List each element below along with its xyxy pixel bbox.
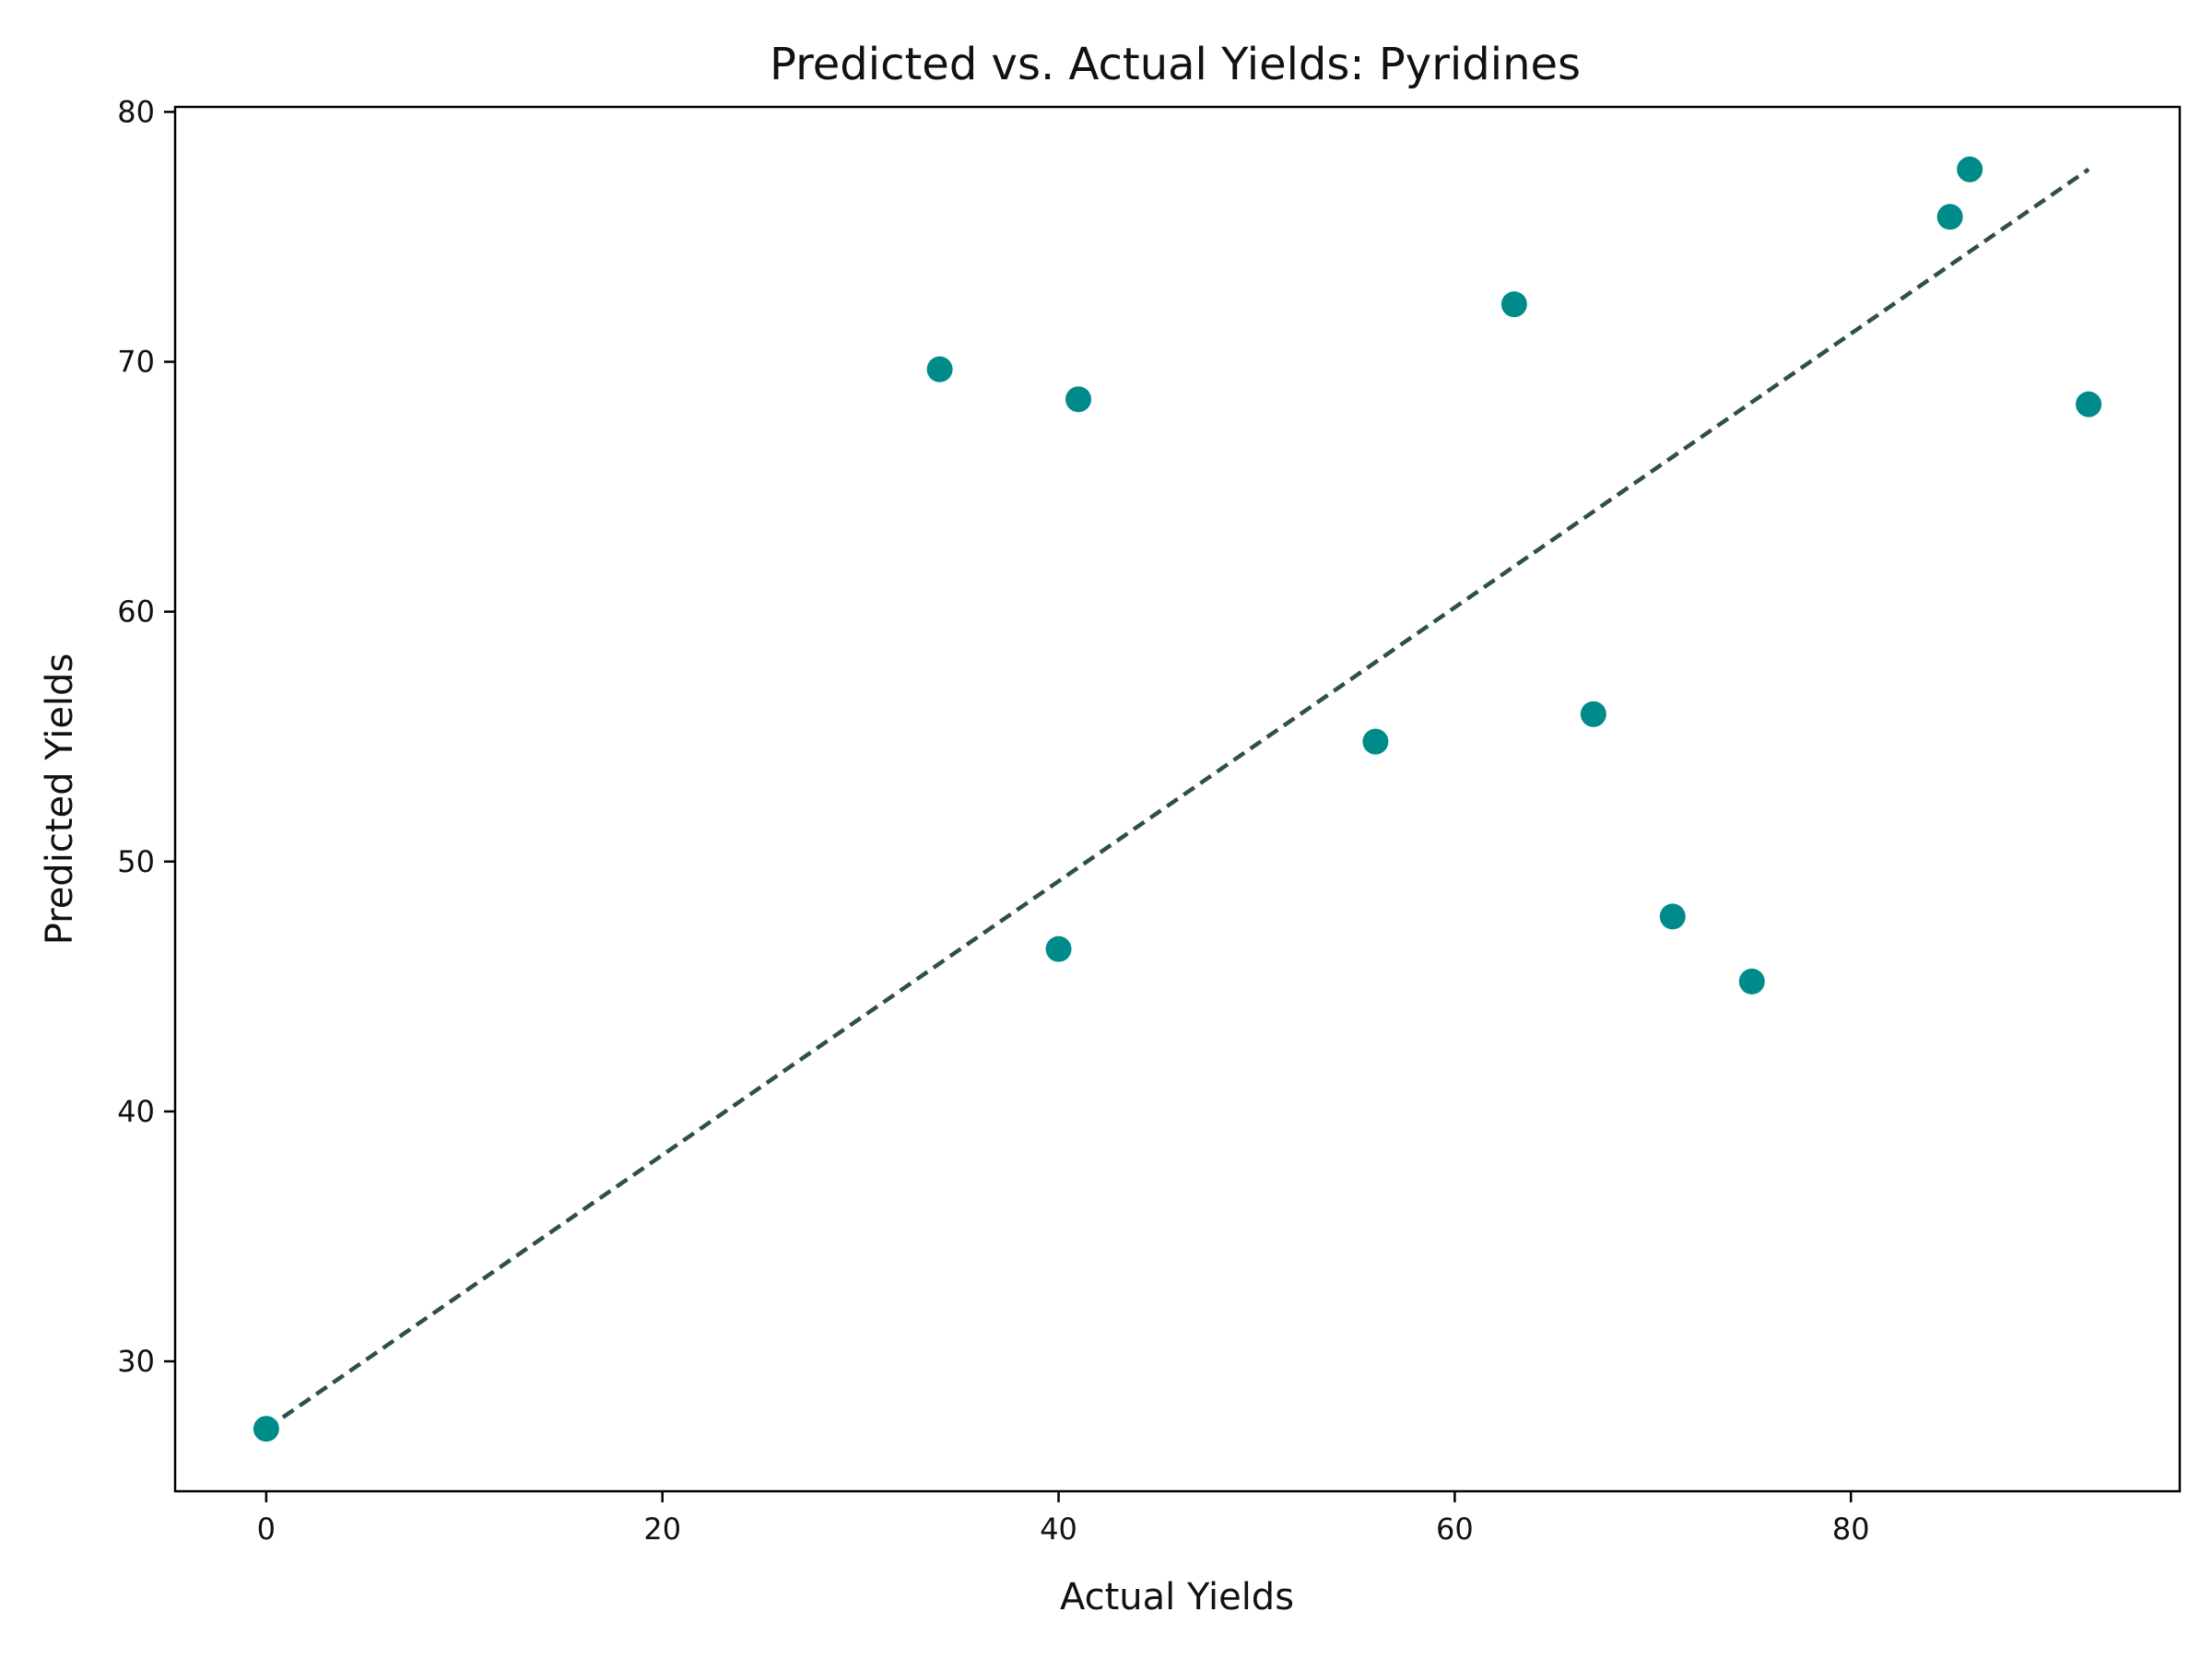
y-tick-label: 80: [117, 94, 155, 129]
y-tick-label: 30: [117, 1344, 155, 1379]
y-tick-label: 60: [117, 594, 155, 629]
scatter-points: [253, 156, 2102, 1442]
scatter-point: [1936, 204, 1963, 230]
scatter-point: [1659, 903, 1686, 930]
scatter-point: [253, 1416, 279, 1442]
scatter-point: [1045, 935, 1072, 962]
fit-line-layer: [265, 167, 2090, 1431]
x-axis-label: Actual Yields: [1060, 1576, 1294, 1618]
scatter-point: [1065, 386, 1092, 413]
x-tick-label: 80: [1832, 1512, 1870, 1547]
chart-title: Predicted vs. Actual Yields: Pyridines: [770, 39, 1581, 90]
scatter-point: [1500, 291, 1527, 318]
scatter-point: [1362, 728, 1389, 755]
x-tick-label: 0: [257, 1512, 276, 1547]
scatter-point: [1580, 700, 1606, 727]
y-tick-label: 40: [117, 1094, 155, 1129]
scatter-point: [1738, 968, 1765, 994]
x-tick-label: 40: [1040, 1512, 1077, 1547]
plot-frame: [173, 105, 2182, 1493]
x-tick-label: 20: [643, 1512, 681, 1547]
y-tick-label: 70: [117, 345, 155, 380]
y-axis-ticks: 30 40 50 60 70 80: [117, 94, 175, 1379]
x-axis-ticks: 0 20 40 60 80: [257, 1491, 1870, 1547]
x-tick-label: 60: [1436, 1512, 1474, 1547]
y-axis-label: Predicted Yields: [39, 653, 81, 946]
fit-line: [265, 167, 2090, 1431]
y-tick-label: 50: [117, 844, 155, 879]
scatter-point: [1957, 156, 1983, 182]
plot-area: 0 20 40 60 80 30 40 50 60 70 80: [117, 94, 2182, 1547]
scatter-point: [926, 356, 953, 382]
scatter-point: [2076, 391, 2102, 418]
